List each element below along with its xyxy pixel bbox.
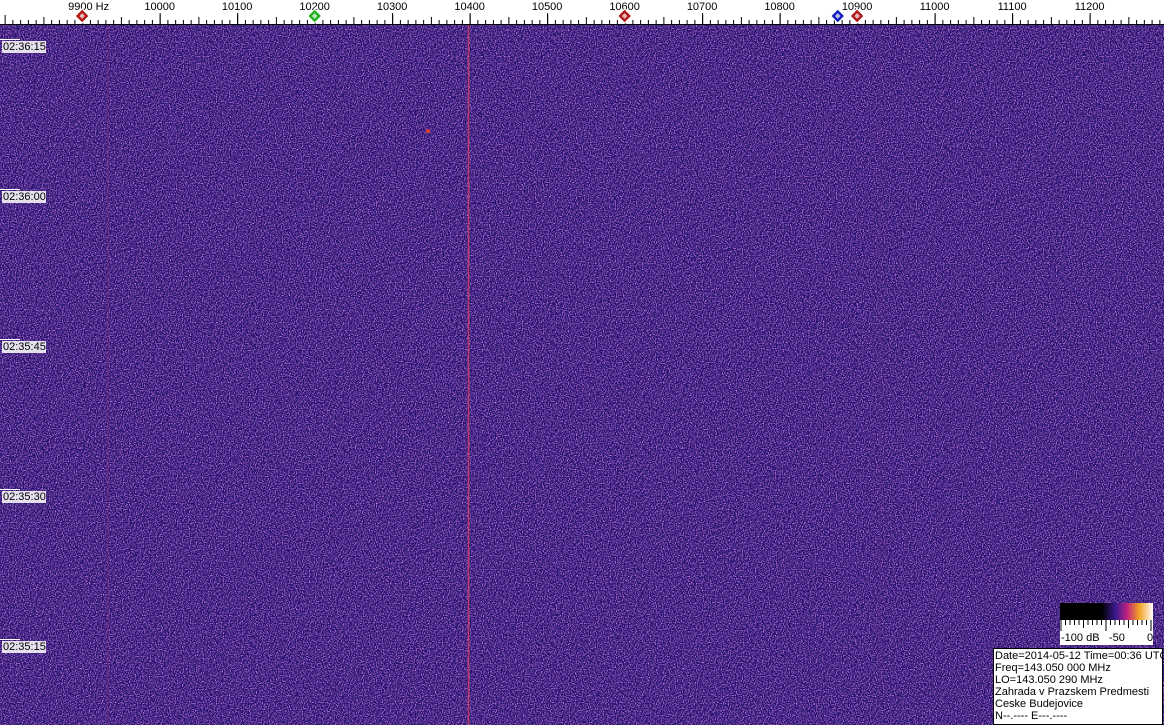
frequency-marker-core (854, 13, 860, 19)
time-label: 02:35:45 (3, 341, 46, 353)
tick-label: 10500 (532, 1, 563, 13)
color-scale-bar (1060, 603, 1153, 620)
info-box: Date=2014-05-12 Time=00:36 UTC Freq=143.… (993, 648, 1164, 725)
tick-label: 10100 (222, 1, 253, 13)
info-line: N--.---- E---.---- (995, 710, 1068, 722)
time-label-bg (2, 341, 46, 353)
time-label-bg (2, 491, 46, 503)
time-label: 02:36:00 (3, 191, 46, 203)
time-label-bg (2, 641, 46, 653)
tick-label: 10300 (377, 1, 408, 13)
color-scale-label: 0 (1147, 632, 1153, 644)
time-label: 02:35:15 (3, 641, 46, 653)
tick-label: 11100 (998, 1, 1027, 13)
tick-label: 10600 (609, 1, 640, 13)
time-label-bg (2, 191, 46, 203)
tick-label: 9900 Hz (68, 1, 109, 13)
time-label-bg (2, 41, 46, 53)
tick-label: 10700 (687, 1, 718, 13)
frequency-ruler (0, 0, 1164, 25)
info-line: Zahrada v Prazskem Predmesti (995, 686, 1150, 698)
frequency-marker-core (621, 13, 628, 19)
tick-label: 11000 (920, 1, 950, 13)
tick-label: 10400 (454, 1, 485, 13)
tick-label: 10200 (299, 1, 330, 13)
time-label: 02:36:15 (3, 41, 46, 53)
tick-label: 11200 (1075, 1, 1105, 13)
noise-dark (0, 25, 1164, 725)
color-scale-label: -50 (1109, 632, 1125, 644)
info-line: Freq=143.050 000 MHz (995, 662, 1111, 674)
frequency-marker-core (834, 13, 841, 19)
info-line: Date=2014-05-12 Time=00:36 UTC (995, 650, 1164, 662)
color-scale-label: -100 dB (1061, 632, 1100, 644)
info-line: LO=143.050 290 MHz (995, 674, 1103, 686)
tick-label: 10900 (842, 1, 873, 13)
tick-label: 10800 (764, 1, 795, 13)
time-label: 02:35:30 (3, 491, 46, 503)
signal-blip (426, 129, 430, 133)
info-line: Ceske Budejovice (995, 698, 1084, 710)
tick-label: 10000 (144, 1, 175, 13)
